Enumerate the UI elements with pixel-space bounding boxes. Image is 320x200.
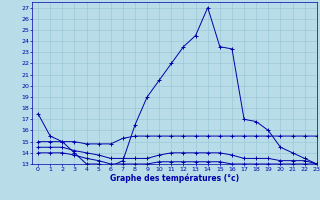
- X-axis label: Graphe des températures (°c): Graphe des températures (°c): [110, 173, 239, 183]
